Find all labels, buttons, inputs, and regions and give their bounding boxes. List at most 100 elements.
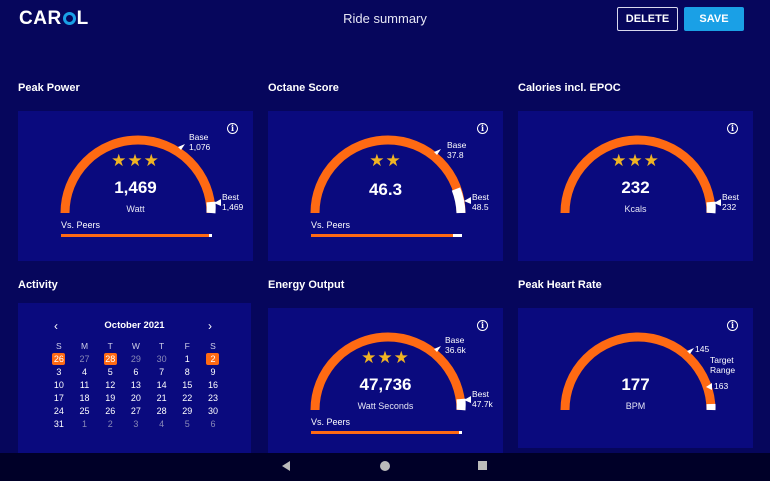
- calendar-day[interactable]: 7: [159, 367, 165, 377]
- vs-peers-bar: [311, 431, 462, 434]
- calendar-day[interactable]: 21: [156, 393, 167, 403]
- target-range-label: Target Range: [710, 355, 736, 375]
- delete-button[interactable]: DELETE: [617, 7, 678, 31]
- peak-power-unit: Watt: [126, 204, 145, 214]
- carol-logo: CAR L: [19, 8, 89, 29]
- calendar-day[interactable]: 1: [184, 354, 190, 364]
- calendar-day[interactable]: 31: [53, 419, 64, 429]
- calendar-month: October 2021: [104, 320, 165, 331]
- calendar-day[interactable]: 29: [182, 406, 193, 416]
- prev-month-button[interactable]: ‹: [54, 319, 58, 333]
- target-upper-value: 145: [695, 344, 710, 354]
- calendar-day[interactable]: 17: [53, 393, 64, 403]
- calendar-grid: S M T W T F S 26 27 28 29 30 1 2 3 4 5 6 7 8 9 10 11 12 13 14 15 16…: [46, 340, 226, 431]
- rating-stars: ★★: [369, 151, 402, 170]
- calendar-day[interactable]: 1: [82, 419, 88, 429]
- rating-stars: ★★★: [111, 151, 160, 170]
- system-nav-bar: [0, 453, 770, 481]
- calendar-day[interactable]: 6: [133, 367, 139, 377]
- calendar-day[interactable]: 20: [130, 393, 141, 403]
- calendar-day[interactable]: 6: [210, 419, 216, 429]
- vs-peers-label: Vs. Peers: [311, 417, 351, 427]
- calendar-day[interactable]: 2: [107, 419, 113, 429]
- peak-power-label: Peak Power: [18, 82, 80, 94]
- energy-output-value: 47,736: [359, 375, 412, 394]
- weekday-header: T: [158, 341, 165, 351]
- calendar-day[interactable]: 10: [53, 380, 64, 390]
- calories-value: 232: [621, 178, 650, 197]
- calendar-day[interactable]: 19: [105, 393, 116, 403]
- calendar-day[interactable]: 30: [207, 406, 218, 416]
- calendar-day[interactable]: 12: [105, 380, 116, 390]
- base-marker-label: Base 37.8: [447, 140, 467, 160]
- activity-day-marker: 2: [206, 353, 220, 365]
- target-lower-value: 163: [714, 381, 729, 391]
- calories-gauge: [560, 135, 721, 214]
- calendar-day[interactable]: 5: [184, 419, 190, 429]
- peak-heart-rate-label: Peak Heart Rate: [518, 279, 602, 291]
- home-icon[interactable]: [380, 461, 390, 471]
- calendar-day[interactable]: 28: [97, 353, 123, 366]
- calendar-day[interactable]: 15: [182, 380, 193, 390]
- calendar-day[interactable]: 3: [133, 419, 139, 429]
- weekday-header: S: [56, 341, 62, 351]
- activity-day-marker: 26: [52, 353, 66, 365]
- info-icon[interactable]: i: [227, 123, 238, 134]
- calendar-day[interactable]: 18: [79, 393, 90, 403]
- heart-rate-unit: BPM: [625, 401, 646, 411]
- calendar-day[interactable]: 8: [184, 367, 190, 377]
- calendar-day[interactable]: 27: [79, 354, 90, 364]
- calendar-day[interactable]: 2: [200, 353, 226, 366]
- top-bar: CAR L Ride summary DELETE SAVE: [0, 0, 770, 38]
- calendar-day[interactable]: 27: [130, 406, 141, 416]
- heart-rate-value: 177: [621, 375, 650, 394]
- calendar-day[interactable]: 13: [130, 380, 141, 390]
- energy-output-gauge: [310, 332, 471, 411]
- info-icon[interactable]: i: [727, 123, 738, 134]
- calendar-day[interactable]: 4: [82, 367, 88, 377]
- calendar-day[interactable]: 29: [130, 354, 141, 364]
- activity-label: Activity: [18, 279, 58, 291]
- activity-day-marker: 28: [103, 353, 117, 365]
- best-marker-label: Best 1,469: [222, 192, 244, 212]
- calendar-day[interactable]: 11: [79, 380, 90, 390]
- calendar-day[interactable]: 24: [53, 406, 64, 416]
- calories-card: i ★★★ 232 Kcals Best 232: [518, 111, 753, 261]
- vs-peers-label: Vs. Peers: [311, 220, 351, 230]
- calendar-day[interactable]: 9: [210, 367, 216, 377]
- calories-label: Calories incl. EPOC: [518, 82, 621, 94]
- calendar-day[interactable]: 16: [207, 380, 218, 390]
- base-marker-label: Base 1,076: [189, 132, 211, 152]
- weekday-header: W: [131, 341, 140, 351]
- info-icon[interactable]: i: [477, 123, 488, 134]
- calendar-day[interactable]: 28: [156, 406, 167, 416]
- next-month-button[interactable]: ›: [208, 319, 212, 333]
- recent-apps-icon[interactable]: [478, 461, 487, 470]
- best-marker-label: Best 48.5: [472, 192, 490, 212]
- energy-output-unit: Watt Seconds: [357, 401, 414, 411]
- best-marker-label: Best 47.7k: [472, 389, 493, 409]
- calendar-day[interactable]: 22: [182, 393, 193, 403]
- calendar-day[interactable]: 4: [159, 419, 165, 429]
- calendar-day[interactable]: 25: [79, 406, 90, 416]
- calendar-day[interactable]: 3: [56, 367, 62, 377]
- peak-heart-rate-card: i 177 BPM 145 Target Range 163: [518, 308, 753, 448]
- calendar-day[interactable]: 26: [46, 353, 72, 366]
- calendar-day[interactable]: 26: [105, 406, 116, 416]
- octane-score-value: 46.3: [368, 180, 403, 199]
- save-button[interactable]: SAVE: [684, 7, 744, 31]
- energy-output-label: Energy Output: [268, 279, 345, 291]
- calories-unit: Kcals: [624, 204, 647, 214]
- info-icon[interactable]: i: [727, 320, 738, 331]
- vs-peers-bar: [61, 234, 212, 237]
- calendar-day[interactable]: 14: [156, 380, 167, 390]
- back-icon[interactable]: [282, 461, 290, 471]
- weekday-header: M: [80, 341, 89, 351]
- vs-peers-bar: [311, 234, 462, 237]
- info-icon[interactable]: i: [477, 320, 488, 331]
- base-marker-label: Base 36.6k: [445, 335, 466, 355]
- calendar-day[interactable]: 5: [107, 367, 113, 377]
- calendar-day[interactable]: 23: [207, 393, 218, 403]
- best-marker-label: Best 232: [722, 192, 740, 212]
- calendar-day[interactable]: 30: [156, 354, 167, 364]
